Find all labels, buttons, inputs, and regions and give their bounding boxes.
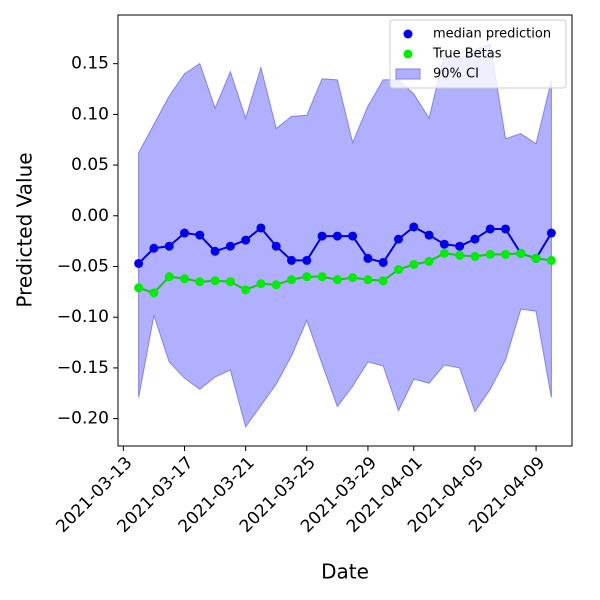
point [332,231,342,241]
point [317,231,327,241]
point [378,257,388,267]
y-tick-label: −0.15 [57,358,109,378]
point [332,275,342,285]
y-tick-label: 0.15 [71,54,109,74]
legend-marker [403,49,413,59]
point [241,235,251,245]
y-tick-label: 0.10 [71,104,109,124]
point [149,243,159,253]
point [470,251,480,261]
point [546,228,556,238]
point [241,285,251,295]
point [286,275,296,285]
legend-patch [395,68,421,80]
point [378,276,388,286]
point [455,241,465,251]
point [256,223,266,233]
point [501,224,511,234]
point [516,248,526,258]
point [409,259,419,269]
point [348,231,358,241]
point [210,276,220,286]
point [149,288,159,298]
point [394,234,404,244]
point [195,230,205,240]
point [302,272,312,282]
point [546,255,556,265]
point [271,241,281,251]
point [134,258,144,268]
legend-label: True Betas [432,47,502,62]
point [317,272,327,282]
legend-label: median prediction [433,27,551,42]
point [455,250,465,260]
point [164,272,174,282]
point [470,234,480,244]
point [363,275,373,285]
legend-marker [403,29,413,39]
point [363,253,373,263]
point [134,283,144,293]
point [210,246,220,256]
series-line [138,252,552,295]
point [256,279,266,289]
point [348,273,358,283]
legend: median prediction True Betas 90% CI [389,19,567,89]
point [424,230,434,240]
point [195,277,205,287]
y-tick-label: −0.05 [57,257,109,277]
y-tick-label: −0.20 [57,409,109,429]
point [179,228,189,238]
point [424,256,434,266]
point [179,274,189,284]
point [439,248,449,258]
point [409,222,419,232]
legend-box [389,19,567,89]
point [286,255,296,265]
legend-label: 90% CI [433,67,479,82]
point [225,277,235,287]
plot-frame [117,14,573,447]
y-tick-label: 0.00 [71,206,109,226]
point [501,249,511,259]
point [225,241,235,251]
point [394,265,404,275]
point [531,253,541,263]
x-axis-label: Date [321,560,369,584]
y-tick-label: −0.10 [57,307,109,327]
point [485,249,495,259]
point [271,280,281,290]
point [485,224,495,234]
y-axis-label: Predicted Value [13,152,37,307]
y-tick-label: 0.05 [71,155,109,175]
series-line [137,225,553,265]
point [302,255,312,265]
point [164,241,174,251]
point [439,239,449,249]
